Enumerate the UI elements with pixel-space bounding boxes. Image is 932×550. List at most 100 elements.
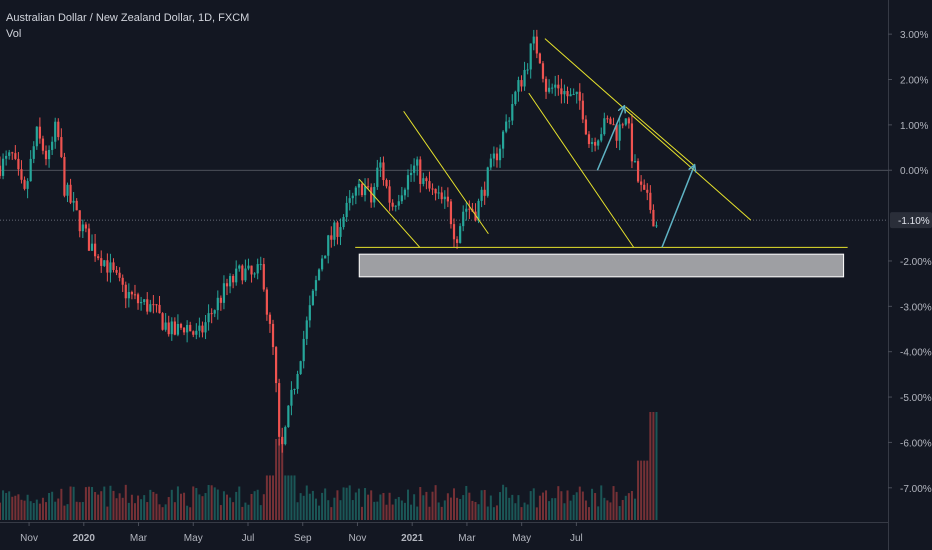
volume-bar: [569, 500, 572, 520]
candle-body: [317, 269, 321, 281]
volume-bar: [538, 495, 541, 520]
candle-body: [603, 118, 606, 135]
candle-body: [127, 292, 130, 299]
volume-bar: [336, 490, 339, 520]
candle-body: [118, 272, 121, 278]
candle-body: [41, 138, 45, 151]
candle-body: [47, 149, 51, 160]
candle-body: [529, 43, 532, 70]
arrow-drawing: [661, 166, 694, 248]
volume-bar: [483, 489, 486, 520]
candle-body: [609, 118, 612, 125]
volume-bar: [284, 475, 287, 520]
candle-body: [575, 91, 578, 95]
volume-bar: [443, 500, 446, 520]
volume-bar: [511, 494, 514, 520]
arrow-drawing: [596, 107, 624, 171]
volume-bar: [94, 491, 97, 520]
candle-body: [333, 222, 336, 240]
volume-bar: [563, 503, 566, 520]
candle-body: [146, 299, 149, 312]
volume-bar: [333, 497, 336, 520]
volume-bar: [541, 492, 544, 520]
chart-legend: Australian Dollar / New Zealand Dollar, …: [6, 10, 249, 42]
drawing-tools[interactable]: [355, 38, 848, 278]
candle-body: [265, 289, 268, 315]
candle-body: [419, 159, 422, 184]
candle-body: [60, 137, 63, 157]
volume-bar: [526, 504, 529, 520]
volume-bar: [474, 501, 477, 520]
price-tick-label: 2.00%: [900, 76, 928, 87]
volume-bar: [11, 496, 14, 520]
volume-bar: [557, 486, 560, 520]
volume-bar: [499, 492, 502, 520]
volume-bar: [232, 502, 235, 520]
candle-body: [428, 181, 431, 189]
volume-bar: [422, 495, 425, 520]
candle-body: [100, 258, 103, 266]
candle-body: [425, 178, 428, 182]
volume-bar: [370, 490, 373, 520]
volume-bar: [627, 493, 630, 520]
volume-bar: [210, 485, 213, 520]
price-tick-label: -2.00%: [900, 257, 932, 268]
candle-body: [563, 91, 566, 95]
candle-body: [336, 222, 339, 237]
candle-body: [1, 158, 5, 176]
volume-bar: [566, 490, 569, 520]
volume-bar: [91, 486, 94, 520]
volume-bar: [155, 493, 158, 520]
candle-body: [630, 123, 634, 162]
candle-body: [192, 331, 195, 335]
candle-body: [572, 94, 575, 96]
candle-body: [20, 169, 23, 180]
candle-body: [397, 201, 400, 206]
candle-body: [259, 264, 262, 266]
volume-bar: [367, 494, 370, 520]
candle-body: [38, 126, 41, 139]
volume-bar: [35, 499, 38, 520]
volume-bar: [554, 498, 557, 520]
volume-bar: [275, 439, 278, 520]
volume-bar: [32, 503, 35, 520]
volume-bar: [535, 507, 538, 520]
volume-label: Vol: [6, 28, 22, 40]
candle-body: [81, 224, 84, 232]
candle-body: [14, 153, 17, 159]
volume-bar: [63, 505, 66, 520]
candle-body: [149, 304, 152, 312]
candle-body: [376, 167, 379, 187]
volume-bar: [78, 502, 81, 520]
candle-body: [5, 155, 8, 159]
volume-bar: [327, 500, 330, 520]
volume-bar: [606, 500, 609, 520]
volume-bar: [57, 498, 60, 520]
candle-body: [228, 276, 232, 287]
volume-bar: [394, 498, 397, 520]
time-tick-label: 2021: [401, 533, 424, 544]
volume-bar: [48, 492, 51, 520]
last-value-badge: [890, 212, 932, 229]
candle-body: [281, 436, 284, 445]
candle-body: [136, 294, 140, 304]
candle-body: [624, 118, 627, 125]
volume-bar: [480, 490, 483, 520]
candle-body: [449, 201, 453, 225]
candle-body: [176, 323, 180, 335]
volume-bar: [462, 495, 465, 520]
candle-body: [633, 161, 637, 163]
volume-bar: [486, 506, 489, 520]
volume-bar: [382, 492, 385, 520]
candle-body: [600, 134, 603, 141]
candle-body: [97, 256, 100, 259]
candle-body: [370, 187, 373, 203]
volume-bar: [97, 494, 100, 520]
candle-body: [256, 264, 259, 274]
volume-bar: [624, 495, 627, 520]
candle-body: [287, 405, 290, 428]
candle-body: [195, 330, 198, 335]
candle-body: [158, 304, 161, 314]
